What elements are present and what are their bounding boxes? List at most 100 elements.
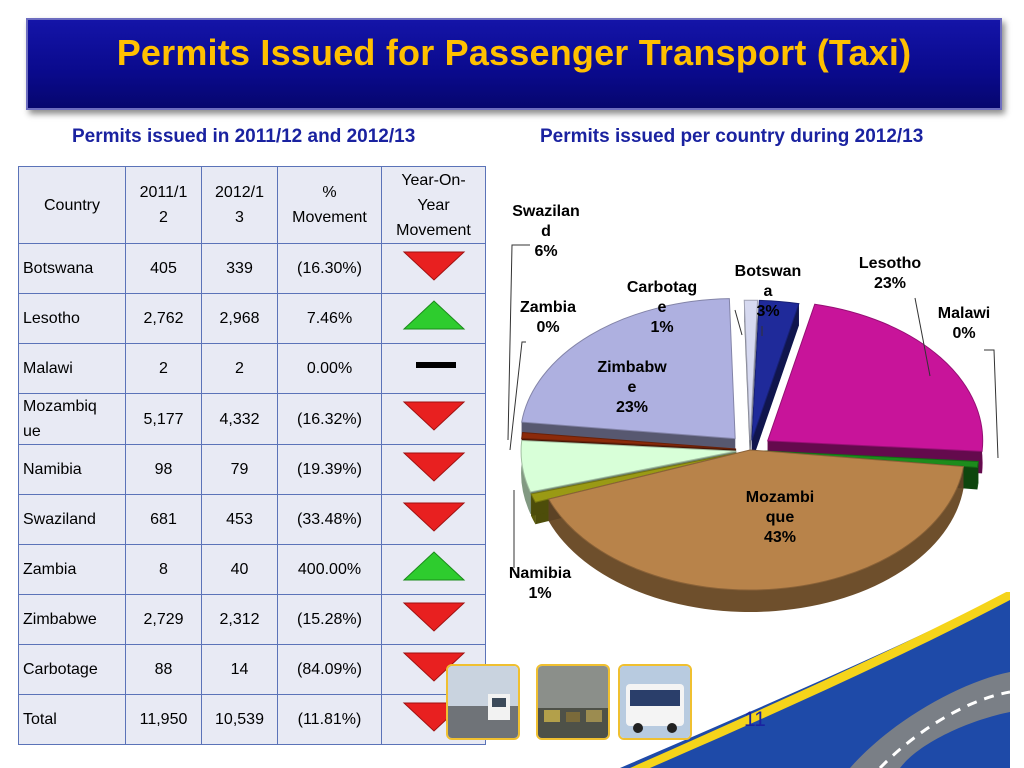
cell-country: Namibia	[18, 444, 126, 495]
trend-flat-icon	[415, 361, 456, 368]
cell-country: Mozambiq ue	[18, 393, 126, 445]
road-decoration	[620, 592, 1010, 768]
permits-table: Country 2011/1 2 2012/1 3 % Movement Year-O…	[18, 166, 486, 745]
table-row: Total 11,950 10,539 (11.81%)	[18, 694, 486, 745]
page-number: 11	[744, 708, 766, 731]
header-yoy: Year-On- Year Movement	[381, 166, 486, 244]
pie-slice-mozambique	[547, 449, 965, 612]
pie-label-lesotho: Lesotho 23%	[859, 255, 921, 292]
cell-country: Swaziland	[18, 494, 126, 545]
pie-label-zimbabwe: Zimbabw e 23%	[597, 359, 667, 416]
cell-movement: 7.46%	[277, 293, 382, 344]
road-line	[878, 690, 1010, 768]
pie-slice-zimbabwe	[521, 298, 736, 461]
pie-slice-top-zimbabwe	[521, 298, 736, 440]
slide-title: Permits Issued for Passenger Transport (…	[116, 32, 912, 73]
table-row: Mozambiq ue 5,177 4,332 (16.32%)	[18, 393, 486, 445]
cell-2012-13: 453	[201, 494, 278, 545]
table-row: Carbotage 88 14 (84.09%)	[18, 644, 486, 695]
cell-trend	[381, 444, 486, 495]
cell-trend	[381, 594, 486, 645]
cell-trend	[381, 243, 486, 294]
cell-2011-12: 8	[125, 544, 202, 595]
pie-slice-top-swaziland	[520, 440, 737, 493]
pie-label-zambia: Zambia 0%	[520, 299, 576, 336]
pie-slice-top-mozambique	[547, 449, 965, 591]
leader-line-lesotho	[914, 297, 931, 377]
cell-2012-13: 79	[201, 444, 278, 495]
cell-2011-12: 2,762	[125, 293, 202, 344]
cell-country: Malawi	[18, 343, 126, 394]
cell-2011-12: 681	[125, 494, 202, 545]
cell-trend	[381, 544, 486, 595]
trend-down-icon	[402, 401, 465, 431]
pie-label-mozambique: Mozambi que 43%	[746, 489, 814, 546]
cell-trend	[381, 293, 486, 344]
cell-movement: (16.32%)	[277, 393, 382, 445]
trend-down-icon	[402, 251, 465, 281]
table-row: Botswana 405 339 (16.30%)	[18, 243, 486, 294]
table-row: Malawi 2 2 0.00%	[18, 343, 486, 394]
trend-up-icon	[402, 550, 465, 580]
pie-slice-lesotho	[766, 303, 984, 474]
pie-slice-top-botswana	[751, 299, 800, 441]
cell-country: Total	[18, 694, 126, 745]
header-country: Country	[18, 166, 126, 244]
pie-label-namibia: Namibia 1%	[509, 565, 571, 602]
cell-country: Carbotage	[18, 644, 126, 695]
leader-line-malawi	[984, 349, 999, 459]
cell-country: Zambia	[18, 544, 126, 595]
bus-photo	[618, 664, 692, 740]
table-row: Zimbabwe 2,729 2,312 (15.28%)	[18, 594, 486, 645]
trend-down-icon	[402, 602, 465, 632]
cell-movement: (15.28%)	[277, 594, 382, 645]
cell-movement: (11.81%)	[277, 694, 382, 745]
cell-2011-12: 98	[125, 444, 202, 495]
title-banner: Permits Issued for Passenger Transport (…	[26, 18, 1002, 110]
pie-label-carbotage: Carbotag e 1%	[627, 279, 697, 336]
header-2012-13: 2012/1 3	[201, 166, 278, 244]
pie-slice-side-mozambique	[548, 466, 964, 612]
truck-photo	[446, 664, 520, 740]
cell-2012-13: 339	[201, 243, 278, 294]
header-2011-12: 2011/1 2	[125, 166, 202, 244]
cell-2012-13: 14	[201, 644, 278, 695]
cell-country: Lesotho	[18, 293, 126, 344]
cell-2012-13: 2,312	[201, 594, 278, 645]
table-row: Zambia 8 40 400.00%	[18, 544, 486, 595]
cell-2012-13: 4,332	[201, 393, 278, 445]
pie-slice-botswana	[751, 299, 800, 463]
pie-slice-top-lesotho	[766, 303, 984, 452]
leader-line-swaziland	[507, 244, 530, 441]
leader-line-zambia	[509, 341, 526, 451]
pie-slice-side-swaziland	[521, 440, 531, 514]
road	[850, 672, 1010, 768]
cell-2011-12: 2,729	[125, 594, 202, 645]
cell-trend	[381, 343, 486, 394]
cell-country: Zimbabwe	[18, 594, 126, 645]
pie-slice-top-carbotage	[743, 299, 759, 441]
cell-2011-12: 405	[125, 243, 202, 294]
cell-trend	[381, 393, 486, 445]
chart-subtitle: Permits issued per country during 2012/1…	[540, 126, 924, 147]
table-row: Namibia 98 79 (19.39%)	[18, 444, 486, 495]
pie-label-swaziland: Swazilan d 6%	[512, 203, 580, 260]
table-subtitle: Permits issued in 2011/12 and 2012/13	[72, 126, 416, 147]
cell-2012-13: 40	[201, 544, 278, 595]
leader-line-carbotage	[734, 309, 743, 336]
cell-country: Botswana	[18, 243, 126, 294]
table-body: Botswana 405 339 (16.30%) Lesotho 2,762 2,968 7…	[18, 243, 486, 745]
cell-2012-13: 10,539	[201, 694, 278, 745]
cell-movement: (33.48%)	[277, 494, 382, 545]
cell-2011-12: 2	[125, 343, 202, 394]
header-movement: % Movement	[277, 166, 382, 244]
trend-down-icon	[402, 452, 465, 482]
table-row: Swaziland 681 453 (33.48%)	[18, 494, 486, 545]
traffic-photo	[536, 664, 610, 740]
cell-2011-12: 11,950	[125, 694, 202, 745]
cell-2012-13: 2,968	[201, 293, 278, 344]
trend-up-icon	[402, 299, 465, 329]
pie-label-malawi: Malawi 0%	[938, 305, 990, 342]
pie-slice-carbotage	[743, 299, 759, 463]
pie-slice-top-zambia	[521, 431, 737, 450]
